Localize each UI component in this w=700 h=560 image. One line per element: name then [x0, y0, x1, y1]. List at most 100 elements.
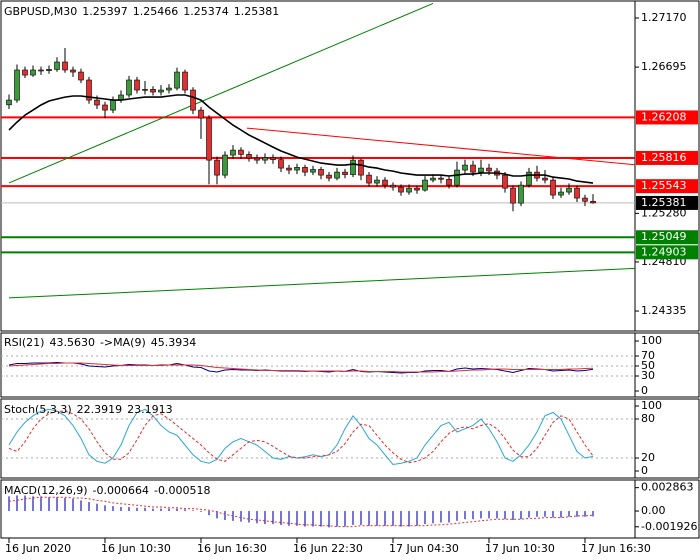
series-line [8, 496, 594, 528]
candle-body [342, 171, 348, 175]
header-value: 1.25397 [82, 5, 128, 18]
y-tick-label: 1.26695 [641, 60, 687, 73]
level-label: 1.26208 [641, 110, 687, 123]
y-tick-label: 100 [641, 334, 662, 347]
candle-body [398, 186, 404, 193]
candle-body [366, 174, 372, 184]
header-name: ->MA(9) [100, 336, 146, 349]
candle-body [350, 159, 356, 175]
candle-body [526, 171, 532, 186]
candle-body [38, 69, 44, 72]
candle-body [518, 184, 524, 204]
series-line [8, 362, 594, 373]
y-tick-label: 20 [641, 451, 655, 464]
panel-header: MACD(12,26,9) -0.000664 -0.000518 [4, 484, 210, 497]
candle-body [358, 159, 364, 176]
trend-line [8, 2, 434, 184]
candle-body [238, 149, 244, 155]
y-tick-label: 0.00 [641, 504, 666, 517]
level-label-box [636, 179, 698, 194]
y-tick-label: 50 [641, 359, 655, 372]
y-tick-label: 30 [641, 369, 655, 382]
header-value: 22.3919 [77, 403, 123, 416]
trend-line [246, 127, 635, 166]
candle-body [326, 174, 332, 179]
candle-body [206, 117, 212, 161]
level-label-box [636, 245, 698, 260]
candle-body [406, 187, 412, 193]
candle-body [318, 169, 324, 176]
candle-body [246, 154, 252, 159]
x-tick-label: 17 Jun 10:30 [485, 542, 555, 555]
candle-body [502, 174, 508, 189]
panel-header: GBPUSD,M30 1.25397 1.25466 1.25374 1.25381 [4, 5, 279, 18]
candle-body [550, 179, 556, 196]
series-line [8, 94, 594, 184]
candle-body [462, 164, 468, 171]
candle-body [78, 71, 84, 81]
y-tick-label: 1.24335 [641, 304, 687, 317]
candle-body [30, 69, 36, 76]
candle-body [86, 79, 92, 101]
candle-body [62, 61, 68, 71]
candle-body [390, 184, 396, 188]
candle-body [126, 79, 132, 96]
panel-frame [0, 479, 700, 539]
candle-body [286, 167, 292, 171]
candle-body [222, 154, 228, 176]
candle-body [158, 89, 164, 93]
candle-body [542, 177, 548, 181]
candle-body [566, 187, 572, 193]
level-label-box [636, 230, 698, 245]
candle-body [270, 157, 276, 160]
candle-body [558, 191, 564, 196]
candle-body [302, 167, 308, 173]
candle-body [230, 149, 236, 156]
candle-body [94, 99, 100, 106]
candle-body [470, 164, 476, 173]
candle-body [142, 89, 148, 91]
x-tick-label: 16 Jun 2020 [5, 542, 71, 555]
x-tick-label: 16 Jun 22:30 [293, 542, 363, 555]
candle-body [294, 167, 300, 171]
candle-body [310, 169, 316, 173]
candle-body [582, 197, 588, 202]
candle-body [446, 178, 452, 186]
panel-frame [0, 0, 700, 332]
candle-body [454, 169, 460, 186]
x-tick-label: 16 Jun 16:30 [197, 542, 267, 555]
trend-line [8, 267, 635, 299]
header-value: 1.25466 [133, 5, 179, 18]
candle-body [46, 69, 52, 72]
candle-body [102, 104, 108, 111]
level-label: 1.25543 [641, 179, 687, 192]
header-title: Stoch(5,3,3) [4, 403, 72, 416]
header-value: 1.25374 [183, 5, 229, 18]
current-price-box [636, 195, 698, 210]
candle-body [510, 187, 516, 204]
level-label: 1.24903 [641, 245, 687, 258]
candle-body [54, 61, 60, 70]
candle-body [190, 89, 196, 111]
candle-body [438, 177, 444, 180]
candle-body [254, 157, 260, 161]
candle-body [486, 167, 492, 172]
candle-body [214, 159, 220, 176]
panel-frame [0, 332, 700, 398]
header-value: 45.3934 [151, 336, 197, 349]
candle-body [334, 171, 340, 179]
y-tick-label: 0 [641, 464, 648, 477]
candle-body [374, 179, 380, 184]
y-tick-label: 1.27170 [641, 11, 687, 24]
series-line [8, 410, 594, 464]
candle-body [22, 69, 28, 76]
y-tick-label: -0.001926 [641, 520, 697, 533]
candle-body [134, 79, 140, 91]
candle-body [278, 159, 284, 169]
candle-body [414, 187, 420, 191]
x-tick-label: 17 Jun 04:30 [389, 542, 459, 555]
x-tick-label: 17 Jun 16:30 [581, 542, 651, 555]
candle-body [574, 187, 580, 199]
candle-body [262, 157, 268, 161]
